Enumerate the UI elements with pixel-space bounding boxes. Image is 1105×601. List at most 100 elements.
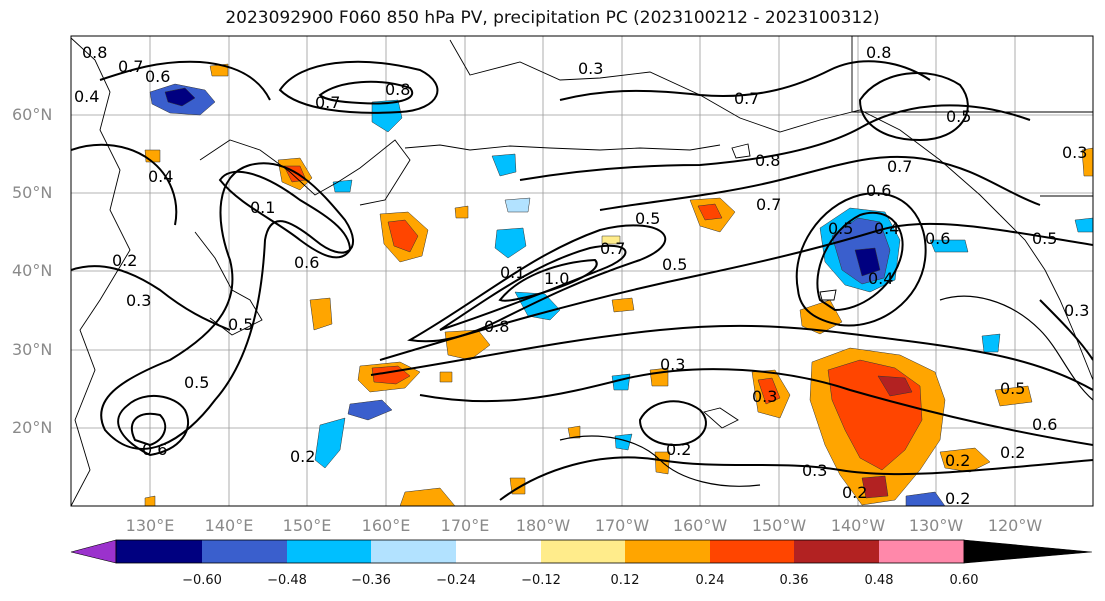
contour-label: 0.3 bbox=[126, 291, 151, 310]
contour-label: 0.5 bbox=[828, 219, 853, 238]
contour-label: 0.8 bbox=[484, 317, 509, 336]
pv-contour bbox=[99, 60, 271, 101]
precip-negative-region bbox=[981, 333, 1001, 353]
colorbar-frame bbox=[115, 539, 965, 564]
longitude-label: 130°E bbox=[125, 516, 175, 535]
contour-label: 0.8 bbox=[866, 43, 891, 62]
precip-negative-region bbox=[614, 433, 633, 451]
precip-positive-max bbox=[861, 475, 889, 499]
contour-label: 0.3 bbox=[752, 387, 777, 406]
colorbar-tick-label: 0.36 bbox=[779, 573, 809, 588]
colorbar-tick-label: 0.60 bbox=[949, 573, 979, 588]
colorbar-tick-label: −0.12 bbox=[521, 573, 561, 588]
coastline-island bbox=[703, 407, 739, 429]
contour-label: 0.4 bbox=[74, 87, 99, 106]
contour-label: 0.4 bbox=[868, 269, 893, 288]
precip-positive-region bbox=[144, 149, 161, 163]
coastline-canada-border bbox=[851, 36, 1093, 113]
contour-label: 0.8 bbox=[755, 151, 780, 170]
contour-label: 0.3 bbox=[802, 461, 827, 480]
contour-label: 0.3 bbox=[1062, 143, 1087, 162]
plot-frame bbox=[70, 35, 1094, 507]
longitude-label: 170°W bbox=[594, 516, 650, 535]
pv-contour bbox=[599, 155, 1041, 211]
colorbar-tick-label: −0.48 bbox=[267, 573, 307, 588]
contour-label: 0.8 bbox=[82, 43, 107, 62]
colorbar-segment bbox=[710, 540, 794, 563]
colorbar-segment bbox=[116, 540, 202, 563]
latitude-label: 20°N bbox=[12, 418, 53, 437]
precip-negative-region bbox=[905, 491, 946, 506]
colorbar-segment bbox=[625, 540, 710, 563]
pv-contour bbox=[278, 60, 439, 114]
contour-label: 0.2 bbox=[290, 447, 315, 466]
longitude-label: 160°W bbox=[672, 516, 728, 535]
longitude-label: 170°E bbox=[440, 516, 490, 535]
longitude-label: 160°E bbox=[361, 516, 411, 535]
contour-label: 0.2 bbox=[842, 483, 867, 502]
contour-label: 0.6 bbox=[866, 181, 891, 200]
colorbar-tick-label: −0.24 bbox=[436, 573, 476, 588]
precip-negative-region bbox=[491, 153, 517, 177]
precip-positive-region bbox=[439, 371, 453, 383]
longitude-label: 180°W bbox=[515, 516, 571, 535]
pv-contour bbox=[638, 400, 707, 447]
precip-positive-region bbox=[1081, 147, 1093, 177]
contour-label: 0.3 bbox=[578, 59, 603, 78]
pv-contour bbox=[858, 72, 969, 142]
pv-contour bbox=[519, 104, 1031, 181]
coastline-japan bbox=[194, 231, 263, 336]
precip-positive-region bbox=[309, 297, 333, 331]
precip-negative-core bbox=[164, 87, 196, 107]
pv-contour bbox=[318, 80, 414, 105]
precip-negative-region bbox=[347, 399, 393, 421]
contour-label: 0.7 bbox=[600, 239, 625, 258]
contour-label: 0.3 bbox=[1064, 301, 1089, 320]
pv-contour bbox=[71, 143, 178, 226]
longitude-label: 130°W bbox=[908, 516, 964, 535]
latitude-label: 60°N bbox=[12, 105, 53, 124]
pv-contour bbox=[419, 368, 1093, 446]
coastline-aleutians bbox=[404, 144, 721, 151]
pv-contours-thin bbox=[559, 295, 1093, 487]
colorbar-tick-label: −0.60 bbox=[182, 573, 222, 588]
contour-label: 0.6 bbox=[145, 67, 170, 86]
colorbar-segment bbox=[541, 540, 625, 563]
contour-label: 0.5 bbox=[228, 315, 253, 334]
contour-label: 1.0 bbox=[544, 269, 569, 288]
longitude-label: 150°E bbox=[282, 516, 332, 535]
contour-label: 0.4 bbox=[874, 219, 899, 238]
contour-label: 0.6 bbox=[142, 440, 167, 459]
contour-label: 0.5 bbox=[184, 373, 209, 392]
contour-label: 0.7 bbox=[887, 157, 912, 176]
precip-negative-region bbox=[494, 227, 527, 259]
precip-positive-region bbox=[399, 487, 456, 506]
contour-label: 0.7 bbox=[734, 89, 759, 108]
precip-negative-region bbox=[929, 239, 969, 253]
colorbar-tick-label: −0.36 bbox=[351, 573, 391, 588]
colorbar-segment bbox=[202, 540, 287, 563]
contour-label: 0.7 bbox=[315, 93, 340, 112]
precip-positive-max bbox=[877, 375, 913, 397]
colorbar-segment bbox=[794, 540, 879, 563]
contour-label: 0.5 bbox=[1032, 229, 1057, 248]
pv-contour bbox=[130, 412, 167, 447]
contour-label: 0.5 bbox=[1000, 379, 1025, 398]
contour-label: 0.6 bbox=[925, 229, 950, 248]
chart-title: 2023092900 F060 850 hPa PV, precipitatio… bbox=[225, 8, 880, 28]
precip-positive-region bbox=[939, 447, 991, 473]
colorbar-segment bbox=[371, 540, 456, 563]
pv-contour bbox=[218, 170, 352, 259]
contour-label: 0.1 bbox=[250, 198, 275, 217]
pv-contour bbox=[1039, 299, 1093, 361]
pv-contour bbox=[379, 222, 1093, 361]
contour-label: 0.5 bbox=[946, 107, 971, 126]
pv-contour bbox=[439, 244, 627, 331]
contour-label: 0.8 bbox=[385, 80, 410, 99]
pv-contour bbox=[370, 324, 1093, 391]
precip-negative-region bbox=[314, 417, 346, 469]
latitude-label: 30°N bbox=[12, 340, 53, 359]
coastlines bbox=[71, 36, 1093, 506]
longitude-label: 150°W bbox=[751, 516, 807, 535]
